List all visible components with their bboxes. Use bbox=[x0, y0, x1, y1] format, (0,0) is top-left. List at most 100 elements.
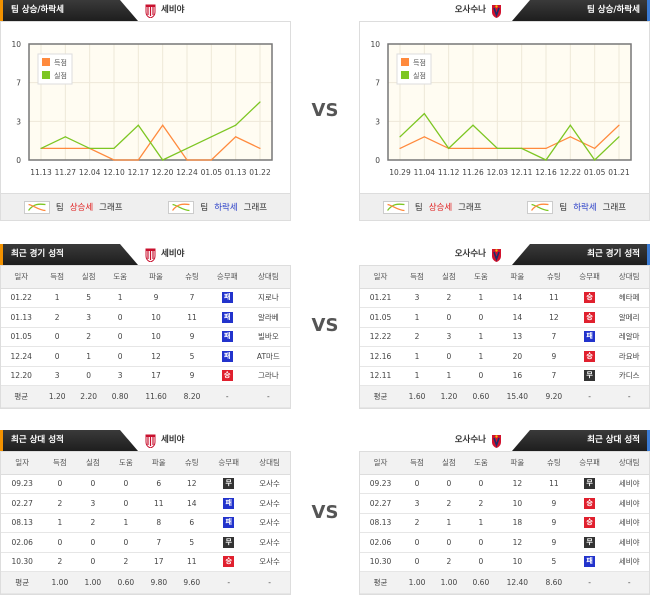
uptrend-label: 상승세 bbox=[428, 203, 453, 213]
table-cell: 3 bbox=[41, 366, 73, 386]
average-cell: 1.00 bbox=[43, 571, 77, 594]
table-cell: 0 bbox=[76, 552, 110, 572]
conceded-point bbox=[137, 124, 139, 126]
result-badge: 패 bbox=[223, 517, 235, 529]
table-row: 01.22 1 5 1 9 7 패 지로나 bbox=[1, 288, 290, 308]
result-badge: 패 bbox=[221, 331, 233, 343]
conceded-point bbox=[521, 147, 523, 149]
table-cell: 0 bbox=[401, 474, 433, 494]
average-cell: 12.40 bbox=[496, 571, 538, 594]
conceded-point bbox=[423, 113, 425, 115]
average-row: 평균 1.20 2.20 0.80 11.60 8.20- - bbox=[1, 385, 290, 408]
table-cell: 5 bbox=[537, 552, 570, 572]
result-cell: 패 bbox=[207, 307, 247, 328]
table-cell: 1 bbox=[464, 513, 497, 533]
downtrend-graph-button[interactable]: 팀 하락세 그래프 bbox=[527, 200, 626, 214]
result-badge: 승 bbox=[223, 556, 235, 568]
result-cell: 무 bbox=[569, 366, 610, 386]
goals-point bbox=[423, 136, 425, 138]
team-word: 팀 bbox=[55, 203, 64, 213]
table-cell: 0 bbox=[41, 327, 73, 347]
uptrend-graph-button[interactable]: 팀 상승세 그래프 bbox=[23, 200, 123, 214]
downtrend-graph-button[interactable]: 팀 하락세 그래프 bbox=[168, 200, 267, 214]
result-badge: 패 bbox=[584, 331, 596, 343]
result-cell: 패 bbox=[207, 346, 247, 367]
home-recent-panel: 최근 경기 성적 세비야 일자 득점 실점 도움 파울 슈팅 승무패 상대팀 01.22 1 5 1 9… bbox=[0, 244, 291, 409]
table-cell: 7 bbox=[176, 288, 208, 308]
table-cell: 카디스 bbox=[609, 366, 649, 386]
section-title: 최근 상대 성적 bbox=[0, 430, 138, 451]
table-cell: 9 bbox=[176, 327, 208, 347]
table-cell: 알메리 bbox=[609, 307, 649, 328]
recent-table-box: 일자 득점 실점 도움 파울 슈팅 승무패 상대팀 01.22 1 5 1 9 7 패 지로나 01.13 2 3 0… bbox=[0, 265, 291, 409]
table-cell: 그라나 bbox=[246, 366, 290, 386]
vs-label: VS bbox=[311, 100, 339, 121]
average-cell: 11.60 bbox=[135, 385, 177, 408]
section-title: 최근 경기 성적 bbox=[512, 244, 650, 265]
x-tick-label: 12.20 bbox=[152, 168, 174, 177]
y-tick-label: 10 bbox=[11, 40, 21, 49]
table-cell: 0 bbox=[464, 307, 497, 328]
column-header: 득점 bbox=[43, 452, 77, 475]
column-header: 득점 bbox=[41, 266, 73, 289]
average-cell: 9.60 bbox=[175, 571, 209, 594]
table-cell: 0 bbox=[109, 474, 143, 494]
column-header: 실점 bbox=[72, 266, 105, 289]
crossing-lines-icon bbox=[23, 200, 50, 214]
team-name-label: 오사수나 bbox=[455, 3, 502, 18]
table-cell: 0 bbox=[464, 552, 497, 572]
graph-word: 그래프 bbox=[458, 203, 482, 213]
goals-point bbox=[186, 159, 188, 161]
result-cell: 무 bbox=[208, 474, 250, 494]
table-cell: 2 bbox=[401, 327, 433, 347]
table-cell: 7 bbox=[142, 532, 176, 553]
table-cell: 세비야 bbox=[609, 532, 649, 553]
column-header: 파울 bbox=[496, 452, 538, 475]
result-badge: 무 bbox=[223, 478, 235, 490]
conceded-point bbox=[186, 147, 188, 149]
table-cell: 0 bbox=[401, 552, 433, 572]
result-badge: 패 bbox=[221, 292, 233, 304]
table-cell: 11 bbox=[537, 288, 570, 308]
result-badge: 패 bbox=[223, 497, 235, 509]
result-badge: 승 bbox=[584, 350, 596, 362]
column-header: 득점 bbox=[401, 266, 433, 289]
table-row: 10.30 0 2 0 10 5 패 세비야 bbox=[360, 552, 649, 572]
team-name-label: 오사수나 bbox=[455, 433, 502, 448]
table-cell: 0 bbox=[401, 532, 433, 553]
goals-legend-swatch bbox=[42, 58, 50, 66]
column-header: 도움 bbox=[464, 266, 497, 289]
table-cell: 0 bbox=[432, 532, 465, 553]
x-tick-label: 11.27 bbox=[55, 168, 77, 177]
table-cell: 오사수 bbox=[249, 474, 290, 494]
table-cell: 10 bbox=[135, 327, 177, 347]
table-cell: 1 bbox=[41, 288, 73, 308]
table-cell: 1 bbox=[401, 307, 433, 328]
result-cell: 승 bbox=[569, 346, 610, 367]
table-cell: 02.06 bbox=[360, 532, 402, 553]
goals-point bbox=[64, 147, 66, 149]
result-badge: 무 bbox=[584, 478, 596, 490]
osasuna-crest-icon bbox=[492, 434, 501, 448]
table-header-row: 일자 득점 실점 도움 파울 슈팅 승무패 상대팀 bbox=[1, 266, 290, 289]
team-name: 세비야 bbox=[161, 249, 185, 259]
conceded-point bbox=[448, 147, 450, 149]
average-cell: 평균 bbox=[1, 385, 42, 408]
table-cell: 12 bbox=[175, 474, 209, 494]
table-cell: 11 bbox=[176, 307, 208, 328]
column-header: 일자 bbox=[1, 452, 44, 475]
goals-legend-swatch bbox=[401, 58, 409, 66]
conceded-line bbox=[399, 112, 620, 161]
x-tick-label: 12.04 bbox=[79, 168, 101, 177]
uptrend-graph-button[interactable]: 팀 상승세 그래프 bbox=[382, 200, 482, 214]
average-cell: 9.80 bbox=[142, 571, 176, 594]
y-tick-label: 0 bbox=[375, 156, 380, 165]
conceded-point bbox=[472, 124, 474, 126]
table-cell: 1 bbox=[464, 346, 497, 367]
goals-point bbox=[569, 136, 571, 138]
table-header-row: 일자 득점 실점 도움 파울 슈팅 승무패 상대팀 bbox=[1, 452, 290, 475]
table-cell: 0 bbox=[432, 307, 465, 328]
table-cell: 9 bbox=[537, 493, 570, 514]
conceded-point bbox=[569, 124, 571, 126]
conceded-point bbox=[545, 159, 547, 161]
